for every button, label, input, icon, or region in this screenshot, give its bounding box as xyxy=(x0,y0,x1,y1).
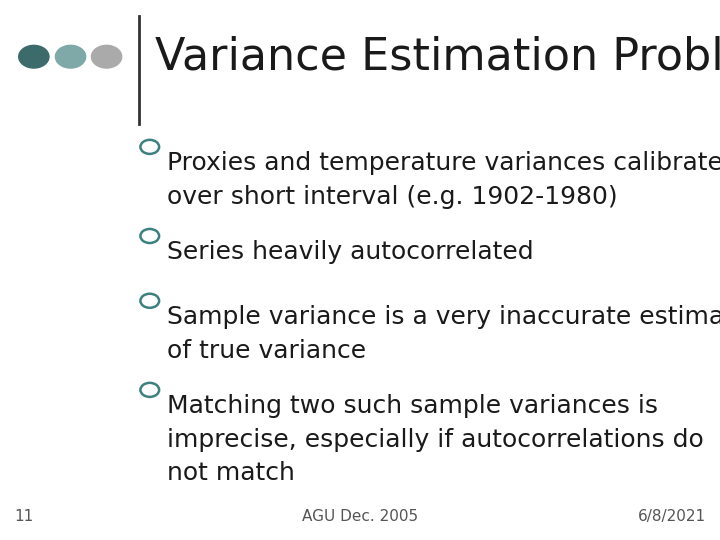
Text: Variance Estimation Problems: Variance Estimation Problems xyxy=(155,35,720,78)
Text: imprecise, especially if autocorrelations do: imprecise, especially if autocorrelation… xyxy=(167,428,703,451)
Text: Series heavily autocorrelated: Series heavily autocorrelated xyxy=(167,240,534,264)
Circle shape xyxy=(91,45,122,68)
Text: of true variance: of true variance xyxy=(167,339,366,362)
Text: over short interval (e.g. 1902-1980): over short interval (e.g. 1902-1980) xyxy=(167,185,618,208)
Text: Sample variance is a very inaccurate estimate: Sample variance is a very inaccurate est… xyxy=(167,305,720,329)
Circle shape xyxy=(55,45,86,68)
Text: Matching two such sample variances is: Matching two such sample variances is xyxy=(167,394,666,418)
Text: 11: 11 xyxy=(14,509,34,524)
Text: 6/8/2021: 6/8/2021 xyxy=(637,509,706,524)
Text: Proxies and temperature variances calibrated: Proxies and temperature variances calibr… xyxy=(167,151,720,175)
Text: AGU Dec. 2005: AGU Dec. 2005 xyxy=(302,509,418,524)
Text: not match: not match xyxy=(167,461,295,485)
Circle shape xyxy=(19,45,49,68)
